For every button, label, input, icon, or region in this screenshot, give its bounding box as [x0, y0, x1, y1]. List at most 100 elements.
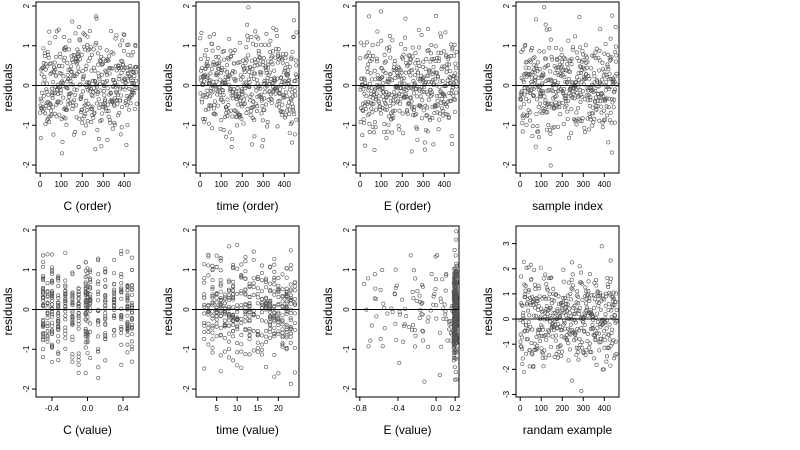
data-point: [231, 314, 236, 319]
data-point: [432, 70, 437, 75]
data-point: [530, 352, 535, 357]
data-point: [91, 115, 96, 120]
data-point: [393, 286, 398, 291]
data-point: [410, 323, 415, 328]
data-point: [199, 97, 204, 102]
data-point: [582, 313, 587, 318]
data-point: [593, 50, 598, 55]
data-point: [249, 92, 254, 97]
data-point: [117, 74, 122, 79]
data-point: [214, 292, 219, 297]
data-point: [76, 358, 81, 363]
data-point: [540, 89, 545, 94]
data-point: [384, 135, 389, 140]
data-point: [266, 43, 271, 48]
data-point: [95, 127, 100, 132]
data-point: [613, 339, 618, 344]
data-point: [445, 338, 450, 343]
y-tick-label: 1: [22, 267, 31, 272]
data-point: [601, 367, 606, 372]
data-point: [436, 127, 441, 132]
data-point: [541, 72, 546, 77]
data-point: [129, 301, 134, 306]
data-point: [527, 364, 532, 369]
data-point: [409, 149, 414, 154]
data-point: [419, 116, 424, 121]
data-point: [119, 331, 124, 336]
data-point: [93, 88, 98, 93]
data-point: [284, 72, 289, 77]
data-point: [255, 349, 260, 354]
data-point: [231, 319, 236, 324]
data-point: [128, 63, 133, 68]
data-point: [388, 55, 393, 60]
data-point: [246, 77, 251, 82]
data-point: [203, 107, 208, 112]
y-axis-label: residuals: [481, 63, 495, 111]
data-point: [121, 49, 126, 54]
data-point: [292, 327, 297, 332]
data-point: [243, 259, 248, 264]
data-point: [51, 91, 56, 96]
data-point: [614, 307, 619, 312]
data-point: [454, 90, 459, 95]
data-point: [587, 103, 592, 108]
data-point: [540, 356, 545, 361]
data-point: [398, 96, 403, 101]
data-point: [442, 84, 447, 89]
data-point: [392, 108, 397, 113]
data-point: [88, 278, 93, 283]
y-tick-label: 3: [502, 241, 511, 246]
x-tick-label: 200: [396, 180, 410, 189]
data-point: [288, 327, 293, 332]
data-point: [268, 289, 273, 294]
data-point: [380, 344, 385, 349]
data-point: [226, 288, 231, 293]
data-point: [288, 282, 293, 287]
data-point: [70, 291, 75, 296]
data-point: [292, 132, 297, 137]
data-point: [590, 105, 595, 110]
data-point: [259, 98, 264, 103]
data-point: [76, 286, 81, 291]
y-tick-label: 2: [22, 3, 31, 8]
data-point: [408, 253, 413, 258]
points: [358, 9, 459, 154]
data-point: [72, 92, 77, 97]
data-point: [521, 77, 526, 82]
data-point: [415, 57, 420, 62]
data-point: [452, 343, 457, 348]
data-point: [545, 110, 550, 115]
x-tick-label: 100: [375, 180, 389, 189]
data-point: [393, 68, 398, 73]
y-axis-label: residuals: [321, 63, 335, 111]
data-point: [276, 320, 281, 325]
data-point: [600, 322, 605, 327]
data-point: [233, 77, 238, 82]
data-point: [452, 271, 457, 276]
data-point: [416, 27, 421, 32]
data-point: [362, 103, 367, 108]
y-tick-label: 0: [22, 307, 31, 312]
data-point: [245, 38, 250, 43]
data-point: [408, 73, 413, 78]
data-point: [239, 349, 244, 354]
data-point: [226, 339, 231, 344]
data-point: [251, 348, 256, 353]
data-point: [263, 102, 268, 107]
data-point: [202, 295, 207, 300]
data-point: [580, 345, 585, 350]
data-point: [564, 93, 569, 98]
data-point: [285, 108, 290, 113]
data-point: [56, 303, 61, 308]
data-point: [56, 311, 61, 316]
data-point: [400, 111, 405, 116]
data-point: [229, 53, 234, 58]
data-point: [254, 88, 259, 93]
data-point: [58, 54, 63, 59]
data-point: [49, 320, 54, 325]
data-point: [613, 74, 618, 79]
data-point: [112, 282, 117, 287]
data-point: [119, 280, 124, 285]
